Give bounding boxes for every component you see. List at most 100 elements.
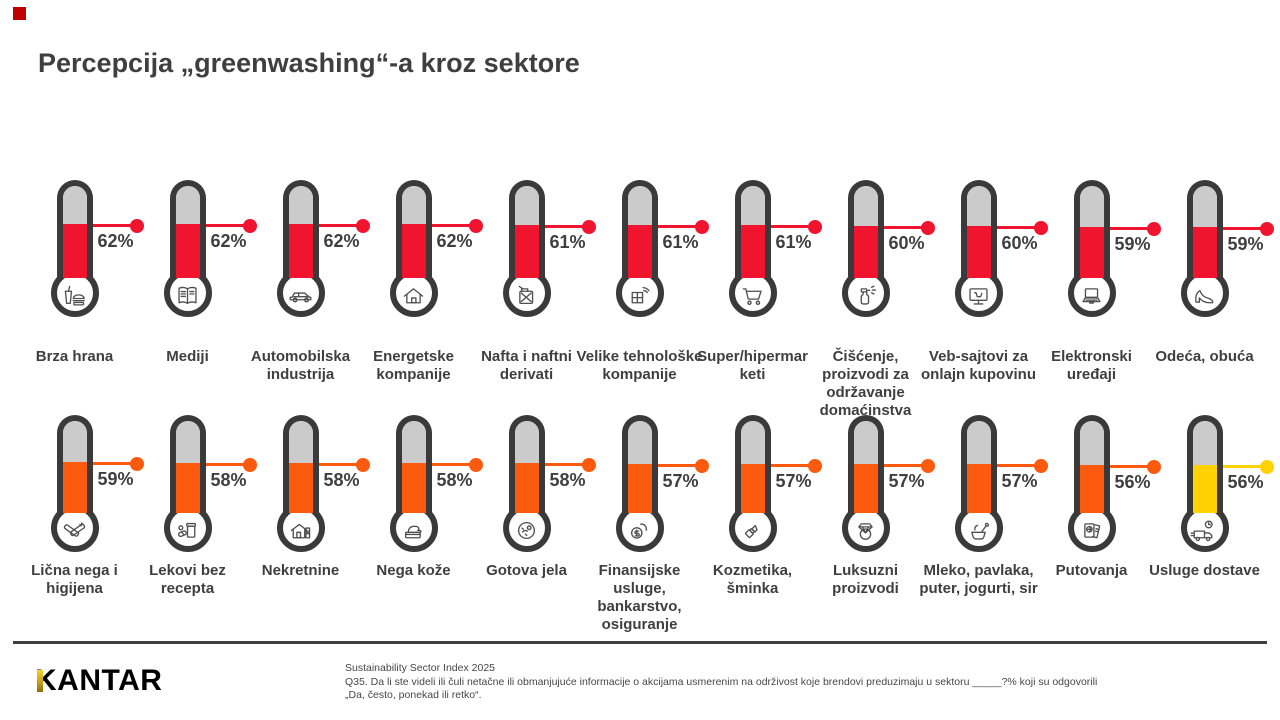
sector-label: Odeća, obuća (1155, 348, 1254, 365)
sector-cell: 59% Odeća, obuća (1148, 180, 1274, 365)
needle-dot (807, 458, 822, 473)
thermometer: 61% (615, 180, 709, 317)
sector-label: Lekovi bez recepta (149, 562, 226, 597)
needle-dot (694, 458, 709, 473)
toothbrush-hygiene-icon (63, 522, 86, 537)
sector-cell: 62% Brza hrana (18, 180, 144, 365)
thermometer-empty (740, 421, 765, 464)
sector-cell: 58% Nekretnine (244, 415, 370, 579)
sector-label: Velike tehnološke kompanije (576, 348, 703, 383)
thermometer-fill (740, 464, 765, 513)
sector-cell: 62% Mediji (131, 180, 257, 365)
thermometer-fill (288, 224, 313, 278)
sector-label: Energetske kompanije (373, 348, 454, 383)
needle-line (1222, 465, 1267, 468)
percent-label: 57% (775, 471, 812, 491)
needle-line (883, 464, 928, 467)
thermometer-empty (1192, 186, 1217, 227)
sector-cell: 57% Luksuzni proizvodi (809, 415, 935, 597)
travel-passport-icon (1084, 523, 1101, 539)
needle-line (318, 224, 363, 227)
sector-label: Putovanja (1055, 562, 1128, 579)
fast-food-icon (64, 285, 85, 306)
percent-label: 59% (1114, 234, 1151, 254)
source-line-1: Sustainability Sector Index 2025 (345, 662, 496, 674)
sector-label: Nega kože (376, 562, 451, 579)
sector-cell: 57% Finansijske usluge, bankarstvo, osigu… (583, 415, 709, 633)
sector-cell: 56% Usluge dostave (1148, 415, 1274, 579)
sector-label: Veb-sajtovi za onlajn kupovinu (921, 348, 1036, 383)
thermometer-empty (627, 186, 652, 225)
thermometer-tube (621, 180, 658, 278)
thermometer-tube (734, 415, 771, 513)
thermometer: 57% (841, 415, 935, 552)
sector-cell: 60% Čišćenje, proizvodi za održavanje dom… (809, 180, 935, 419)
needle-line (770, 464, 815, 467)
online-shop-monitor-icon (969, 288, 988, 305)
percent-label: 62% (97, 231, 134, 251)
sector-cell: 61% Velike tehnološke kompanije (577, 180, 709, 383)
thermometer: 58% (163, 415, 257, 552)
sector-cell: 62% Energetske kompanije (357, 180, 483, 383)
delivery-truck-icon (1190, 520, 1213, 542)
thermometer-empty (966, 186, 991, 226)
thermometer: 57% (954, 415, 1048, 552)
thermometer-tube (960, 180, 997, 278)
sector-cell: 58% Nega kože (357, 415, 483, 579)
source-line-2: Q35. Da li ste videli ili čuli netačne i… (345, 675, 1098, 688)
ready-meal-plate-icon (517, 521, 536, 540)
percent-label: 62% (210, 231, 247, 251)
thermometer-tube (508, 415, 545, 513)
thermometer-tube (1186, 415, 1223, 513)
thermometer-empty (1079, 421, 1104, 465)
needle-line (883, 226, 928, 229)
thermometer: 61% (502, 180, 596, 317)
sector-label: Elektronski uređaji (1051, 348, 1132, 383)
thermometer-fill (401, 224, 426, 278)
percent-label: 61% (662, 232, 699, 252)
needle-dot (468, 457, 483, 472)
lipstick-icon (744, 524, 758, 539)
kantar-gold-bar (37, 670, 43, 692)
percent-label: 57% (1001, 471, 1038, 491)
thermometer-empty (853, 421, 878, 464)
percent-label: 59% (1227, 234, 1264, 254)
thermometer-fill (853, 464, 878, 513)
thermometer: 60% (954, 180, 1048, 317)
needle-line (205, 463, 250, 466)
percent-label: 61% (549, 232, 586, 252)
needle-dot (694, 219, 709, 234)
sector-label: Gotova jela (486, 562, 567, 579)
thermometer-empty (514, 186, 539, 225)
thermometer: 62% (163, 180, 257, 317)
needle-line (544, 463, 589, 466)
sector-row-2: 59% Lična nega i higijena 58% Lekovi bez re… (18, 415, 1274, 633)
percent-label: 60% (888, 233, 925, 253)
percent-label: 58% (436, 470, 473, 490)
thermometer-tube (395, 180, 432, 278)
needle-line (431, 463, 476, 466)
thermometer: 58% (502, 415, 596, 552)
needle-line (996, 226, 1041, 229)
thermometer-fill (62, 224, 87, 278)
thermometer-empty (966, 421, 991, 464)
sector-cell: 58% Gotova jela (470, 415, 596, 579)
percent-label: 60% (1001, 233, 1038, 253)
thermometer-empty (288, 186, 313, 224)
thermometer-empty (401, 186, 426, 224)
real-estate-construction-icon (290, 523, 311, 539)
thermometer-empty (1079, 186, 1104, 227)
sector-cell: 61% Nafta i naftni derivati (470, 180, 596, 383)
thermometer-empty (740, 186, 765, 225)
percent-label: 58% (323, 470, 360, 490)
thermometer-tube (734, 180, 771, 278)
thermometer-tube (508, 180, 545, 278)
source-note: Sustainability Sector Index 2025 Q35. Da… (345, 662, 1097, 703)
needle-line (1109, 227, 1154, 230)
thermometer: 57% (615, 415, 709, 552)
high-heel-icon (1195, 290, 1214, 304)
needle-dot (920, 220, 935, 235)
sector-label: Luksuzni proizvodi (832, 562, 899, 597)
thermometer: 59% (50, 415, 144, 552)
needle-dot (1259, 221, 1274, 236)
